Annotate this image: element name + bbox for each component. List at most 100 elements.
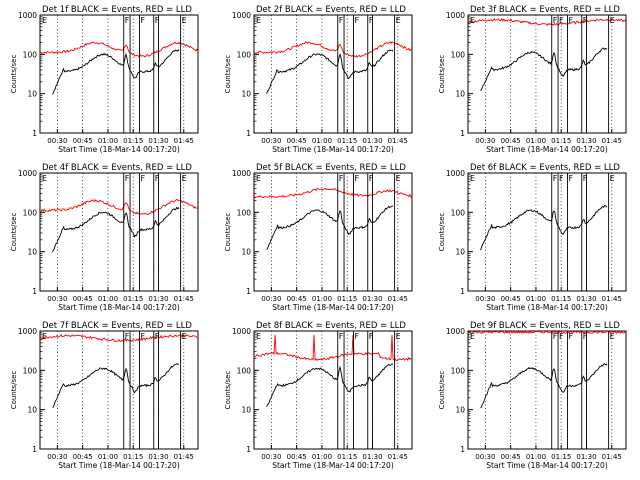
detector-panel: Det 2f BLACK = Events, RED = LLD 1 10 100 10… [224,5,413,154]
x-tick-label: 01:15 [337,295,357,303]
x-tick-label: 00:45 [73,137,93,145]
marker-letter: F [583,332,588,341]
marker-letter: F [583,16,588,25]
x-axis-label: Start Time (18-Mar-14 00:17:20) [58,145,180,154]
y-tick-label: 1 [246,129,251,138]
detector-panel: Det 9f BLACK = Events, RED = LLD 1 10 100 10… [438,321,627,470]
y-tick-label: 10 [241,248,251,257]
detector-panel: Det 3f BLACK = Events, RED = LLD 1 10 100 10… [438,5,627,154]
x-tick-label: 01:45 [602,137,622,145]
y-tick-label: 10 [241,90,251,99]
marker-letter: F [559,332,564,341]
x-tick-label: 00:45 [501,453,521,461]
panel-title: Det 8f BLACK = Events, RED = LLD [256,321,406,331]
x-tick-label: 01:00 [526,453,546,461]
marker-letter: E [470,174,475,183]
y-axis-label: Counts/sec [224,55,232,94]
x-axis-label: Start Time (18-Mar-14 00:17:20) [58,461,180,470]
x-axis-label: Start Time (18-Mar-14 00:17:20) [486,145,608,154]
marker-letter: F [569,332,574,341]
y-axis-label: Counts/sec [224,213,232,252]
x-tick-label: 01:15 [337,453,357,461]
marker-letter: E [256,332,261,341]
x-tick-label: 01:45 [388,137,408,145]
marker-letter: E [610,174,615,183]
x-tick-label: 01:30 [362,295,382,303]
panel-title: Det 4f BLACK = Events, RED = LLD [42,163,192,173]
marker-letter: F [355,332,360,341]
plot-frame [253,330,413,450]
y-tick-label: 1000 [446,11,465,20]
marker-letter: F [369,332,374,341]
x-tick-label: 01:15 [551,295,571,303]
marker-letter: F [141,332,146,341]
y-tick-label: 1 [460,287,465,296]
marker-letter: F [553,16,558,25]
plot-frame [467,330,627,450]
y-axis-label: Counts/sec [10,213,18,252]
plot-frame [467,172,627,292]
marker-letter: F [339,16,344,25]
plot-frame [467,14,627,134]
x-tick-label: 01:15 [123,295,143,303]
x-tick-label: 00:30 [261,295,281,303]
y-axis-label: Counts/sec [10,55,18,94]
x-tick-label: 01:15 [123,453,143,461]
marker-letter: E [470,332,475,341]
marker-letter: E [42,16,47,25]
x-tick-label: 01:30 [148,453,168,461]
marker-letter: E [42,332,47,341]
lld-series-line [467,17,627,27]
x-tick-label: 00:45 [287,453,307,461]
lld-series-line [254,41,413,58]
x-tick-label: 01:45 [602,453,622,461]
marker-letter: E [182,332,187,341]
events-series-line [266,49,394,95]
y-tick-label: 10 [455,406,465,415]
marker-letter: F [559,174,564,183]
x-tick-label: 01:15 [123,137,143,145]
x-tick-label: 00:30 [261,453,281,461]
x-tick-label: 00:30 [47,295,67,303]
x-tick-label: 01:00 [98,453,118,461]
x-tick-label: 01:45 [602,295,622,303]
x-tick-label: 00:45 [287,295,307,303]
events-series-line [52,48,180,95]
y-tick-label: 1 [460,129,465,138]
y-tick-label: 1 [246,445,251,454]
x-tick-label: 00:30 [475,453,495,461]
marker-letter: F [559,16,564,25]
y-tick-label: 10 [27,248,37,257]
y-tick-label: 100 [237,50,252,59]
panel-title: Det 9f BLACK = Events, RED = LLD [470,321,620,331]
plot-frame [253,172,413,292]
x-axis-label: Start Time (18-Mar-14 00:17:20) [272,461,394,470]
marker-letter: F [339,332,344,341]
events-series-line [480,47,608,92]
marker-letter: E [610,332,615,341]
y-tick-label: 10 [455,90,465,99]
lld-series-line [39,198,199,216]
x-tick-label: 00:45 [73,295,93,303]
marker-letter: F [141,174,146,183]
y-tick-label: 100 [23,50,38,59]
lld-series-line [253,187,413,199]
x-tick-label: 00:45 [501,137,521,145]
marker-letter: E [396,16,401,25]
x-tick-label: 01:30 [148,295,168,303]
marker-letter: F [155,174,160,183]
events-series-line [52,206,180,253]
marker-letter: F [569,16,574,25]
marker-letter: E [256,174,261,183]
plot-frame [253,14,413,134]
x-tick-label: 00:30 [475,137,495,145]
events-series-line [480,363,608,409]
x-axis-label: Start Time (18-Mar-14 00:17:20) [486,461,608,470]
y-tick-label: 1000 [446,169,465,178]
x-tick-label: 01:30 [362,453,382,461]
y-axis-label: Counts/sec [224,371,232,410]
marker-letter: F [355,16,360,25]
lld-series-line [467,330,626,334]
y-tick-label: 1000 [232,327,251,336]
y-tick-label: 1 [460,445,465,454]
